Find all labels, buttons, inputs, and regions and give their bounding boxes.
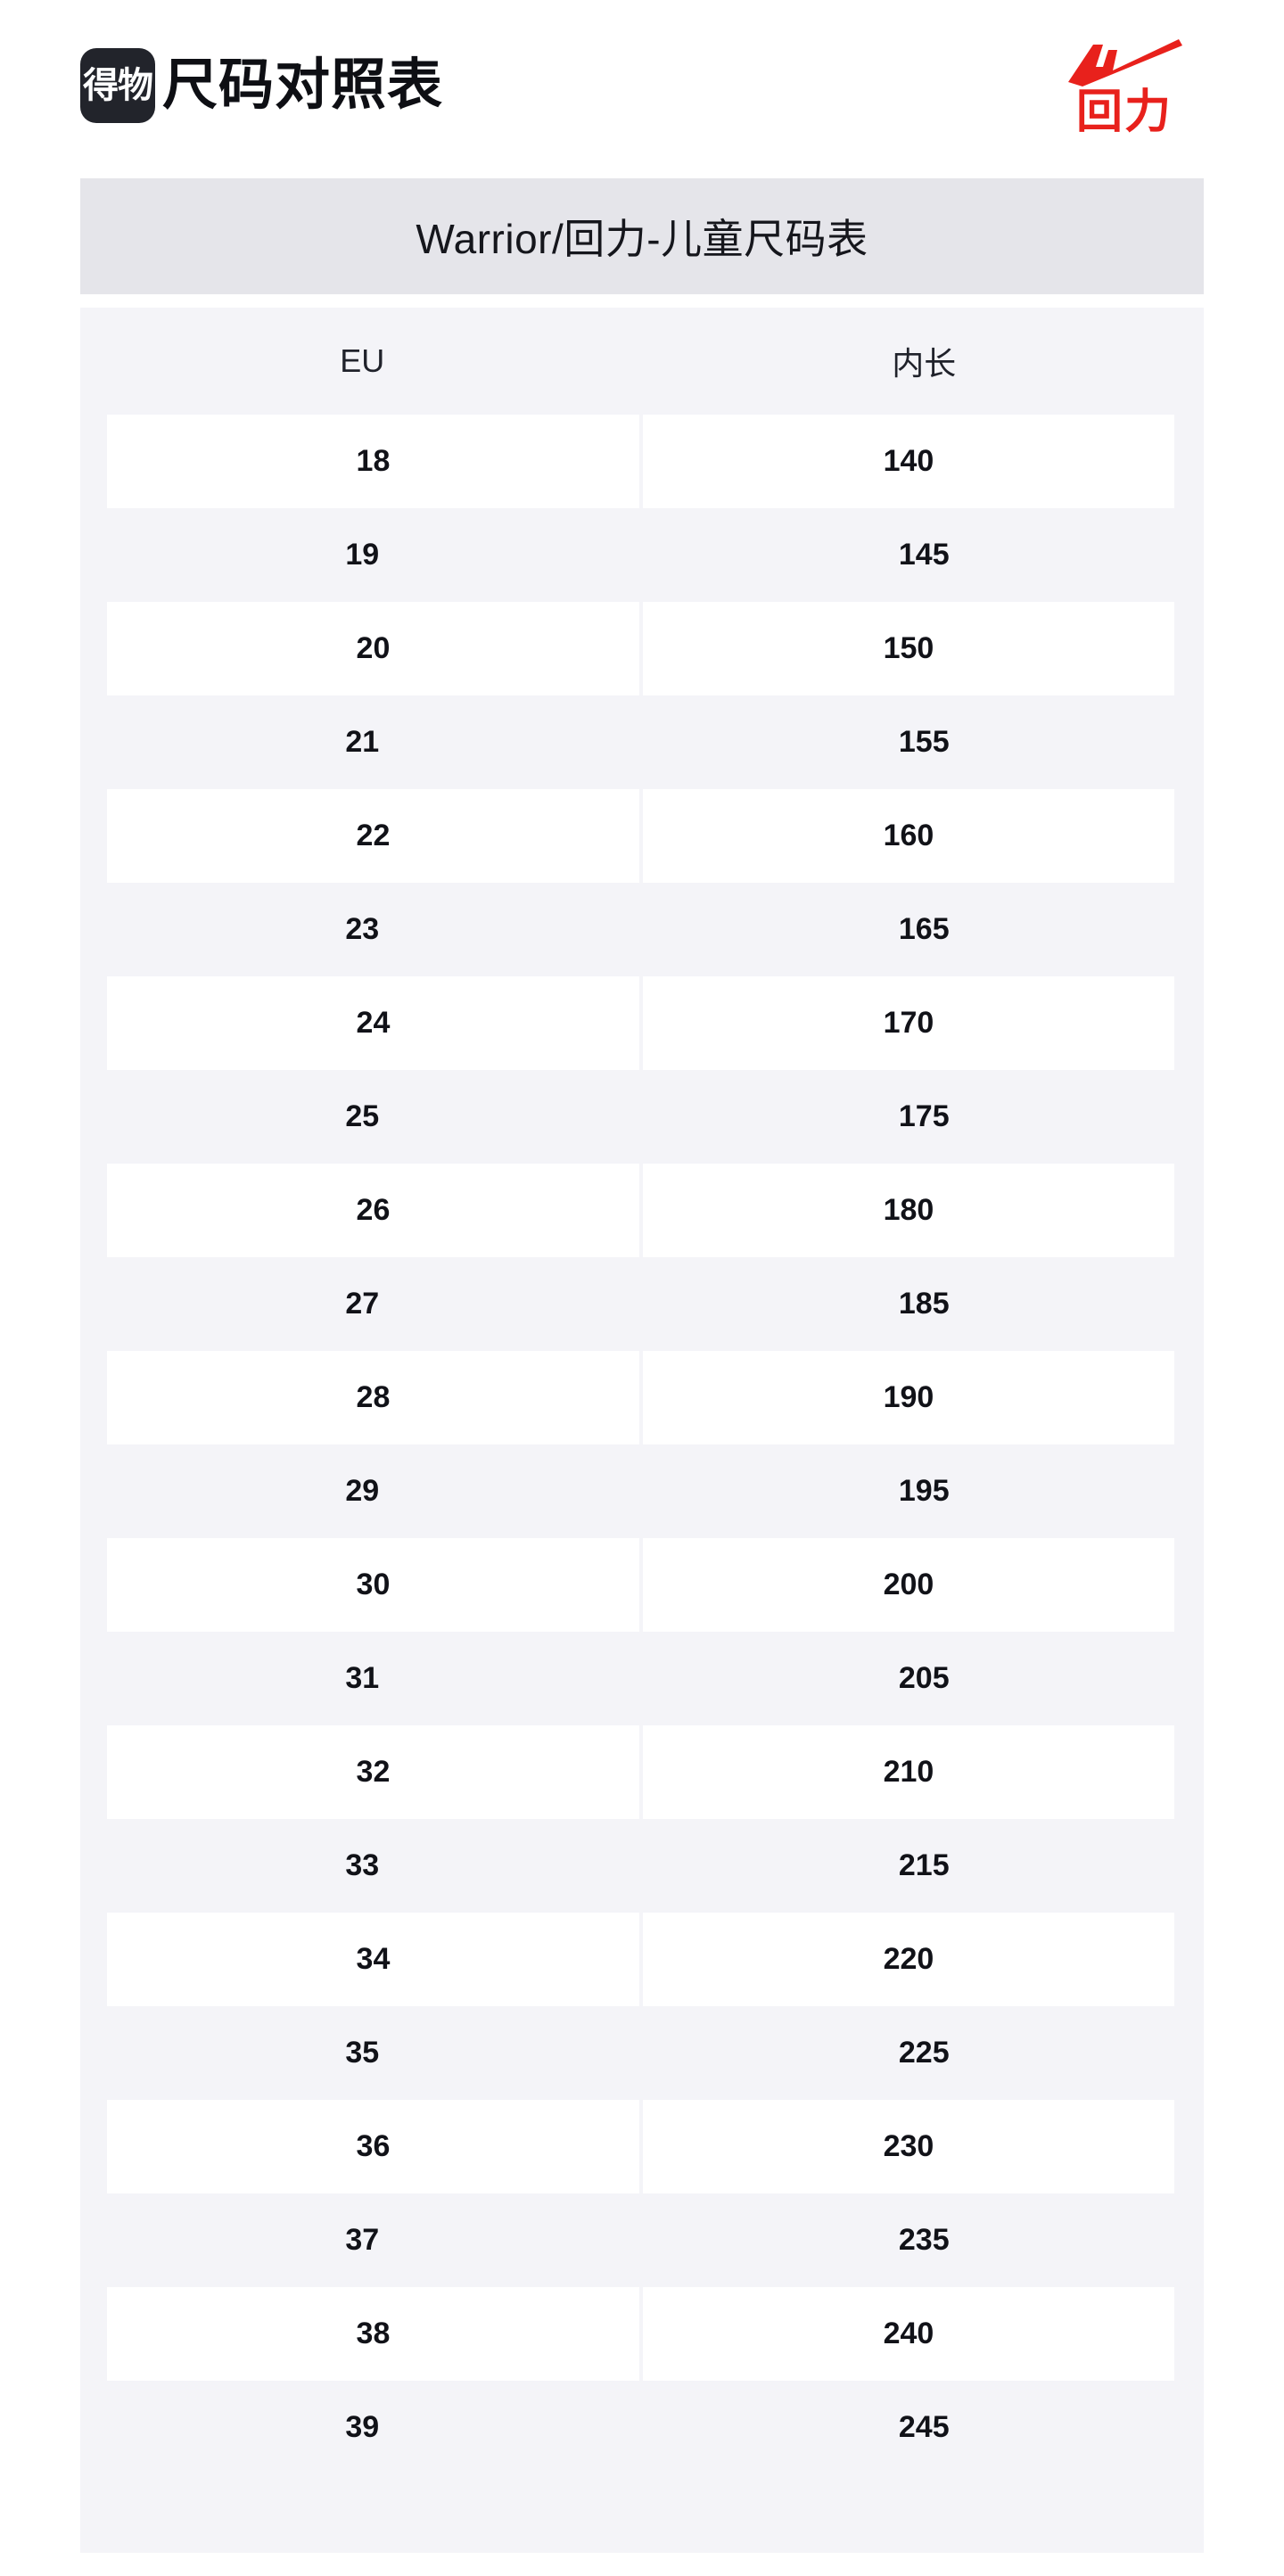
table-row[interactable]: 24 170 (80, 976, 1204, 1070)
table-row[interactable]: 35 225 (80, 2006, 1204, 2100)
table-row[interactable]: 19 145 (80, 508, 1204, 602)
cell-eu: 39 (345, 2410, 380, 2444)
table-row[interactable]: 29 195 (80, 1444, 1204, 1538)
table-row[interactable]: 39 245 (80, 2381, 1204, 2474)
cell-inner-length: 140 (642, 415, 1174, 508)
cell-eu: 36 (107, 2100, 643, 2193)
cell-inner-length: 175 (898, 1099, 950, 1133)
cell-inner-length: 215 (898, 1848, 950, 1882)
table-row[interactable]: 36 230 (80, 2100, 1204, 2193)
cell-inner-length: 200 (642, 1538, 1174, 1632)
table-row[interactable]: 25 175 (80, 1070, 1204, 1164)
cell-eu: 28 (107, 1351, 643, 1444)
table-row[interactable]: 28 190 (80, 1351, 1204, 1444)
cell-inner-length: 225 (898, 2036, 950, 2070)
table-row[interactable]: 31 205 (80, 1632, 1204, 1725)
cell-inner-length: 240 (642, 2287, 1174, 2381)
cell-eu: 25 (345, 1099, 380, 1133)
table-header-row: EU 内长 (80, 308, 1204, 415)
cell-inner-length: 245 (898, 2410, 950, 2444)
cell-eu: 18 (107, 415, 643, 508)
cell-eu: 38 (107, 2287, 643, 2381)
cell-inner-length: 235 (898, 2223, 950, 2257)
cell-inner-length: 160 (642, 789, 1174, 883)
table-row[interactable]: 37 235 (80, 2193, 1204, 2287)
cell-eu: 23 (345, 912, 380, 946)
cell-eu: 20 (107, 602, 643, 695)
cell-eu: 19 (345, 538, 380, 572)
table-row[interactable]: 32 210 (80, 1725, 1204, 1819)
cell-eu: 32 (107, 1725, 643, 1819)
app-brand-group: 得物 尺码对照表 (80, 48, 443, 123)
cell-inner-length: 195 (898, 1474, 950, 1508)
table-row[interactable]: 27 185 (80, 1257, 1204, 1351)
size-chart-title: Warrior/回力-儿童尺码表 (80, 178, 1204, 294)
cell-inner-length: 230 (642, 2100, 1174, 2193)
cell-eu: 22 (107, 789, 643, 883)
page-header: 得物 尺码对照表 回力 (0, 0, 1284, 178)
warrior-swoosh-icon (1068, 39, 1182, 86)
dewu-app-badge-icon: 得物 (80, 48, 155, 123)
table-row[interactable]: 20 150 (80, 602, 1204, 695)
cell-inner-length: 210 (642, 1725, 1174, 1819)
cell-eu: 34 (107, 1913, 643, 2006)
cell-inner-length: 165 (898, 912, 950, 946)
cell-eu: 33 (345, 1848, 380, 1882)
table-row[interactable]: 23 165 (80, 883, 1204, 976)
cell-inner-length: 220 (642, 1913, 1174, 2006)
warrior-brand-logo: 回力 (1066, 37, 1182, 136)
cell-inner-length: 145 (898, 538, 950, 572)
cell-eu: 27 (345, 1287, 380, 1321)
table-row[interactable]: 21 155 (80, 695, 1204, 789)
cell-inner-length: 155 (898, 725, 950, 759)
cell-inner-length: 170 (642, 976, 1174, 1070)
table-row[interactable]: 30 200 (80, 1538, 1204, 1632)
cell-eu: 21 (345, 725, 380, 759)
cell-eu: 24 (107, 976, 643, 1070)
column-header-eu: EU (340, 342, 385, 379)
cell-inner-length: 180 (642, 1164, 1174, 1257)
cell-eu: 35 (345, 2036, 380, 2070)
table-row[interactable]: 33 215 (80, 1819, 1204, 1913)
cell-eu: 30 (107, 1538, 643, 1632)
table-row[interactable]: 34 220 (80, 1913, 1204, 2006)
table-row[interactable]: 26 180 (80, 1164, 1204, 1257)
page-title: 尺码对照表 (162, 54, 444, 116)
cell-inner-length: 190 (642, 1351, 1174, 1444)
cell-inner-length: 205 (898, 1661, 950, 1695)
cell-eu: 26 (107, 1164, 643, 1257)
warrior-wordmark: 回力 (1075, 86, 1173, 138)
cell-eu: 31 (345, 1661, 380, 1695)
size-chart-table: EU 内长 18 140 19 145 20 150 21 155 22 160… (80, 308, 1204, 2553)
cell-inner-length: 185 (898, 1287, 950, 1321)
column-header-inner-length: 内长 (892, 345, 957, 382)
table-row[interactable]: 18 140 (80, 415, 1204, 508)
cell-eu: 37 (345, 2223, 380, 2257)
table-row[interactable]: 38 240 (80, 2287, 1204, 2381)
table-row[interactable]: 22 160 (80, 789, 1204, 883)
cell-eu: 29 (345, 1474, 380, 1508)
cell-inner-length: 150 (642, 602, 1174, 695)
